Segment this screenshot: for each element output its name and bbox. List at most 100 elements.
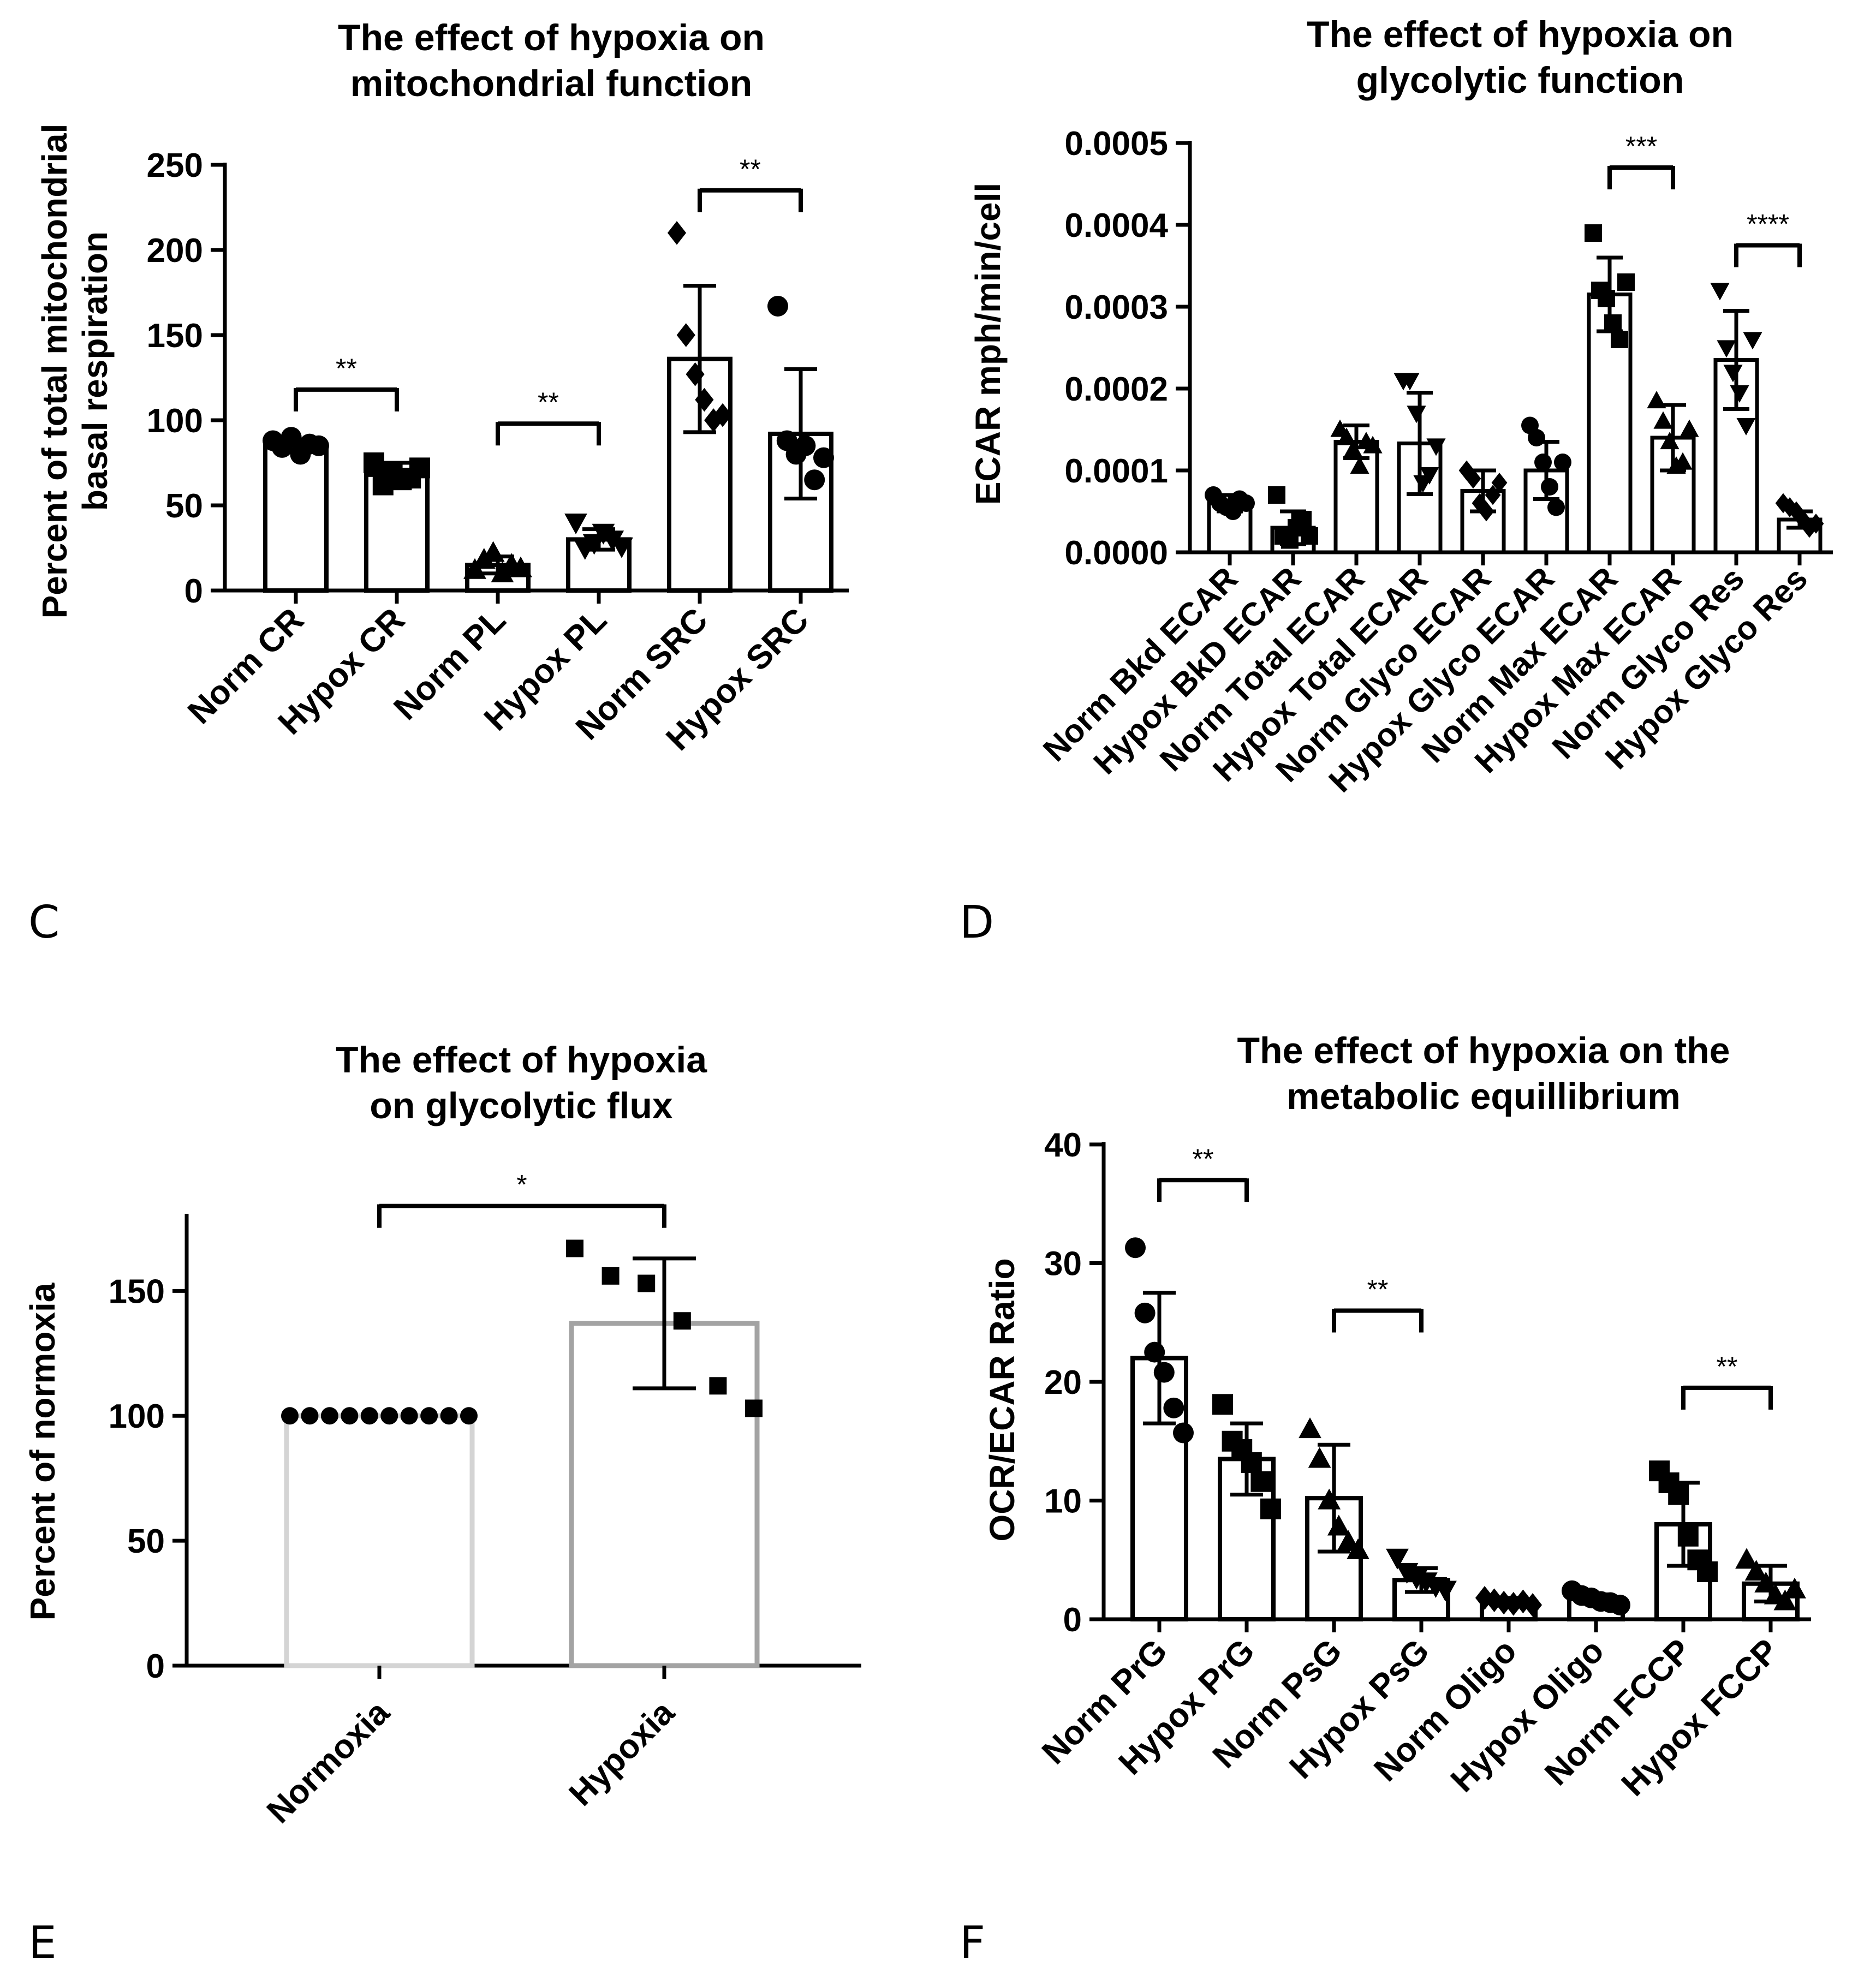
data-point-norm-src — [695, 387, 714, 412]
data-point-hypox-max-ecar — [1653, 411, 1673, 429]
error-bar-hypox-src — [784, 367, 817, 501]
data-point-hypox-psg — [1434, 1581, 1457, 1602]
data-point-norm-max-ecar — [1598, 290, 1615, 307]
y-tick-label: 0.0002 — [1064, 371, 1168, 408]
significance-bracket: *** — [1607, 131, 1675, 189]
data-point-hypox-glyco-ecar — [1547, 498, 1565, 516]
y-tick-label: 0 — [184, 572, 203, 610]
data-point-hypox-glyco-ecar — [1541, 478, 1558, 496]
chart-title-line-2: glycolytic function — [1356, 59, 1684, 101]
data-point-hypox-cr — [364, 452, 384, 473]
data-point-hypox-bkd-ecar — [1268, 486, 1285, 504]
data-point-norm-glyco-res — [1743, 332, 1762, 350]
data-point-hypox-max-ecar — [1673, 452, 1693, 470]
data-point-hypox-prg — [1260, 1498, 1281, 1519]
y-axis-label-line-1: OCR/ECAR Ratio — [982, 1258, 1022, 1541]
significance-label: ** — [1717, 1351, 1738, 1382]
data-point-hypox-pl — [582, 534, 606, 555]
data-point-hypox-pl — [610, 537, 633, 558]
data-point-hypox-psg — [1395, 1562, 1419, 1584]
data-point-norm-glyco-res — [1723, 365, 1743, 383]
data-point-norm-glyco-res — [1710, 283, 1730, 301]
chart-title-line-2: on glycolytic flux — [370, 1085, 673, 1126]
significance-bracket: ** — [1681, 1351, 1773, 1410]
x-tick-label-hypox-oligo: Hypox Oligo — [1444, 1632, 1611, 1799]
significance-label: * — [516, 1170, 527, 1200]
y-axis-label-line-2: basal respiration — [75, 231, 115, 511]
data-point-norm-fccp — [1668, 1484, 1689, 1505]
data-point-hypox-total-ecar — [1407, 405, 1426, 424]
data-point-hypox-prg — [1241, 1452, 1262, 1473]
y-tick-label: 0 — [1063, 1601, 1082, 1639]
data-point-norm-glyco-res — [1717, 340, 1736, 358]
data-point-hypox-fccp — [1773, 1589, 1797, 1611]
data-point-hypox-max-ecar — [1660, 432, 1680, 450]
data-point-hypox-total-ecar — [1420, 467, 1439, 485]
data-point-hypox-src — [813, 447, 834, 468]
chart-title-line-2: mitochondrial function — [350, 63, 753, 104]
data-point-norm-oligo — [1523, 1593, 1543, 1617]
data-point-norm-total-ecar — [1343, 440, 1363, 458]
significance-label: ** — [538, 387, 559, 418]
data-point-hypox-glyco-ecar — [1528, 429, 1545, 446]
y-tick-label: 10 — [1044, 1483, 1082, 1520]
error-bar-hypoxia — [633, 1256, 696, 1391]
significance-bracket: ** — [294, 353, 399, 411]
data-point-norm-psg — [1327, 1514, 1350, 1536]
data-point-hypox-src — [795, 435, 816, 456]
y-tick-label: 50 — [127, 1523, 165, 1560]
y-axis-label-line-1: Percent of total mitochondrial — [35, 124, 74, 619]
data-point-hypox-glyco-ecar — [1534, 454, 1552, 471]
data-point-norm-glyco-ecar — [1478, 501, 1494, 522]
data-point-hypox-src — [804, 469, 825, 491]
data-point-norm-cr — [281, 427, 302, 448]
y-tick-label: 40 — [1044, 1126, 1082, 1164]
data-point-hypox-psg — [1386, 1548, 1409, 1570]
y-tick-label: 30 — [1044, 1245, 1082, 1283]
significance-label: ** — [336, 353, 357, 384]
data-point-hypox-src — [767, 295, 788, 317]
significance-bracket: **** — [1734, 209, 1802, 267]
data-point-hypox-cr — [409, 457, 430, 479]
data-point-hypoxia — [745, 1399, 763, 1417]
data-point-norm-prg — [1134, 1302, 1156, 1323]
y-tick-label: 0.0000 — [1064, 534, 1168, 572]
data-point-norm-glyco-ecar — [1485, 485, 1501, 505]
data-point-hypox-max-ecar — [1647, 391, 1666, 409]
data-point-norm-prg — [1173, 1422, 1194, 1444]
data-point-hypox-max-ecar — [1680, 419, 1699, 437]
y-tick-label: 150 — [147, 317, 203, 355]
panel-label-e: E — [28, 1917, 57, 1969]
data-point-norm-max-ecar — [1617, 273, 1635, 291]
data-point-hypox-prg — [1212, 1394, 1233, 1415]
data-point-normoxia — [440, 1407, 458, 1425]
data-point-hypox-prg — [1250, 1471, 1272, 1492]
data-point-norm-total-ecar — [1350, 456, 1369, 474]
data-point-norm-pl — [481, 541, 505, 562]
y-tick-label: 0.0004 — [1064, 207, 1168, 244]
significance-bracket: ** — [1157, 1143, 1249, 1202]
y-axis-label-line-1: Percent of normoxia — [23, 1283, 62, 1620]
data-point-hypox-bkd-ecar — [1294, 511, 1312, 528]
data-point-normoxia — [341, 1407, 359, 1425]
data-point-norm-psg — [1318, 1488, 1341, 1510]
bar-norm-cr — [263, 443, 329, 593]
data-point-norm-prg — [1125, 1237, 1146, 1259]
significance-label: ** — [1193, 1143, 1214, 1174]
data-point-hypoxia — [566, 1239, 583, 1257]
chart-panel-f: F The effect of hypoxia on the metabolic … — [960, 1030, 1811, 1969]
y-tick-label: 0.0001 — [1064, 452, 1168, 490]
y-tick-label: 50 — [165, 487, 203, 525]
y-tick-label: 150 — [109, 1273, 165, 1310]
data-point-hypox-pl — [564, 514, 587, 535]
significance-bracket: ** — [1332, 1274, 1424, 1333]
data-point-normoxia — [420, 1407, 438, 1425]
data-point-norm-prg — [1153, 1362, 1175, 1383]
significance-label: ** — [1367, 1274, 1389, 1305]
data-point-norm-psg — [1299, 1417, 1321, 1439]
data-point-norm-glyco-res — [1736, 418, 1756, 436]
significance-bracket: ** — [496, 387, 601, 446]
chart-title-line-1: The effect of hypoxia — [336, 1039, 707, 1081]
